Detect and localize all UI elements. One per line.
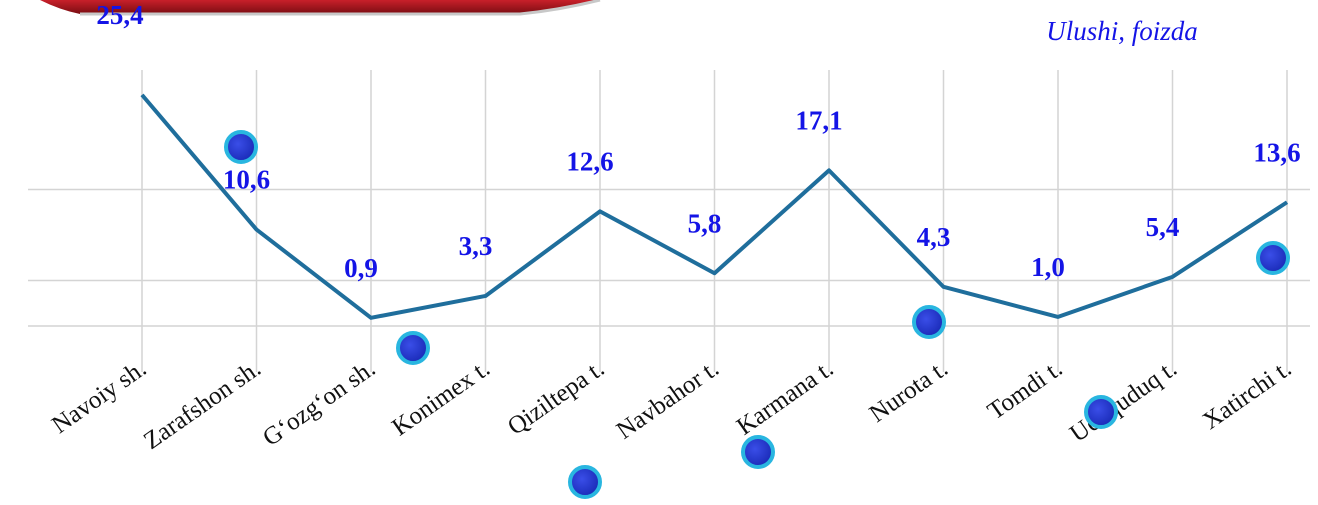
decor-dot xyxy=(1256,241,1290,275)
decor-dot xyxy=(224,130,258,164)
x-tick-label: Navoiy sh. xyxy=(47,355,151,439)
x-tick-label: Qiziltepa t. xyxy=(503,355,609,441)
value-label: 5,8 xyxy=(688,208,722,238)
value-label: 25,4 xyxy=(96,0,143,30)
value-label: 5,4 xyxy=(1146,212,1180,242)
plot: Navoiy sh.Zarafshon sh.G‘ozg‘on sh. Konim… xyxy=(47,0,1300,455)
value-label: 1,0 xyxy=(1031,252,1065,282)
x-tick-label: Zarafshon sh. xyxy=(139,355,266,455)
decor-dot xyxy=(741,435,775,469)
value-label: 12,6 xyxy=(566,147,613,177)
x-tick-label: Tomdi t. xyxy=(983,355,1068,426)
x-tick-label: Uchquduq t. xyxy=(1065,355,1182,448)
decor-dot xyxy=(396,331,430,365)
x-tick-label: Navbahor t. xyxy=(612,355,724,445)
banner xyxy=(40,0,600,14)
value-label: 10,6 xyxy=(223,165,270,195)
value-label: 0,9 xyxy=(344,253,378,283)
series-line xyxy=(140,93,1289,320)
decor-dot xyxy=(1084,395,1118,429)
x-tick-label: G‘ozg‘on sh. xyxy=(258,355,380,452)
banner-edge xyxy=(80,0,601,16)
decor-dot xyxy=(912,305,946,339)
value-label: 3,3 xyxy=(459,231,493,261)
grid xyxy=(28,70,1310,372)
value-label: 4,3 xyxy=(917,222,951,252)
decor-dot xyxy=(568,465,602,499)
value-label: 17,1 xyxy=(795,106,842,136)
x-tick-label: Nurota t. xyxy=(865,355,953,428)
decor-dots xyxy=(224,130,1290,499)
value-label: 13,6 xyxy=(1253,137,1300,167)
chart-title: Ulushi, foizda xyxy=(1046,16,1198,46)
x-tick-label: Konimex t. xyxy=(387,355,495,442)
x-tick-label: Xatirchi t. xyxy=(1198,355,1297,435)
x-tick-label: Karmana t. xyxy=(732,355,838,441)
